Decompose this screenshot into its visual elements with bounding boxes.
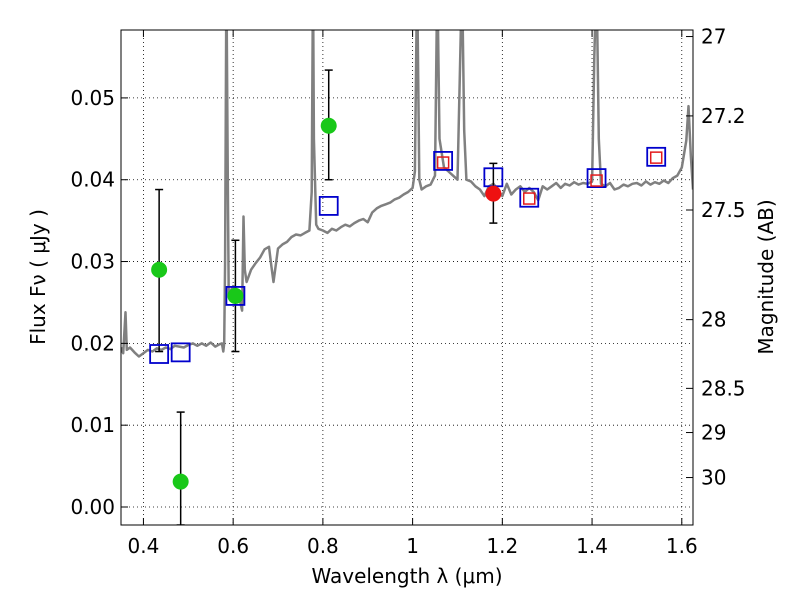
right-tick-label: 30 xyxy=(701,466,726,490)
right-tick-label: 28.5 xyxy=(701,376,746,400)
x-tick-label: 1.2 xyxy=(486,534,518,558)
model-flux-marker xyxy=(318,196,339,216)
y-tick-label: 0.03 xyxy=(70,250,115,274)
right-axis-label: Magnitude (AB) xyxy=(754,199,778,354)
y-tick-label: 0.05 xyxy=(70,86,115,110)
tick-layer: 0.4 0.6 0.8 1 1.2 1.4 1.6 0.00 0.01 0.02 0.03 0.04 0… xyxy=(70,25,745,558)
observed-band-marker xyxy=(590,174,603,187)
model-flux-marker xyxy=(519,187,540,208)
x-tick-label: 1.4 xyxy=(576,534,608,558)
observed-band-marker xyxy=(523,192,536,205)
observed-band-marker xyxy=(436,156,450,169)
y-tick-label: 0.02 xyxy=(70,331,115,355)
y-tick-label: 0.04 xyxy=(70,168,115,192)
model-flux-marker xyxy=(149,344,170,364)
model-flux-marker xyxy=(586,168,607,188)
y-axis-label: Flux Fν ( μJy ) xyxy=(26,209,50,345)
photometry-point xyxy=(172,473,189,490)
right-tick-label: 27.5 xyxy=(701,198,746,222)
photometry-point xyxy=(485,185,502,202)
x-tick-label: 0.4 xyxy=(128,534,160,558)
data-layer xyxy=(121,30,693,525)
photometry-point xyxy=(227,287,244,304)
right-tick-label: 27 xyxy=(701,25,726,49)
plot-frame xyxy=(120,29,694,526)
right-tick-label: 29 xyxy=(701,421,726,445)
x-tick-label: 0.6 xyxy=(217,534,249,558)
right-tick-label: 27.2 xyxy=(701,104,746,128)
y-tick-label: 0.01 xyxy=(70,413,115,437)
photometry-point xyxy=(151,261,168,278)
x-tick-label: 0.8 xyxy=(307,534,339,558)
model-flux-marker xyxy=(225,286,246,306)
x-axis-label: Wavelength λ (μm) xyxy=(311,564,502,588)
y-tick-label: 0.00 xyxy=(70,495,115,519)
spectrum-line xyxy=(121,30,693,358)
right-tick-label: 28 xyxy=(701,308,726,332)
observed-band-marker xyxy=(649,151,663,164)
model-flux-marker xyxy=(170,342,191,363)
x-tick-label: 1 xyxy=(406,534,419,558)
x-tick-label: 1.6 xyxy=(666,534,698,558)
model-flux-marker xyxy=(433,151,454,171)
photometry-point xyxy=(320,117,337,134)
model-flux-marker xyxy=(646,146,667,167)
